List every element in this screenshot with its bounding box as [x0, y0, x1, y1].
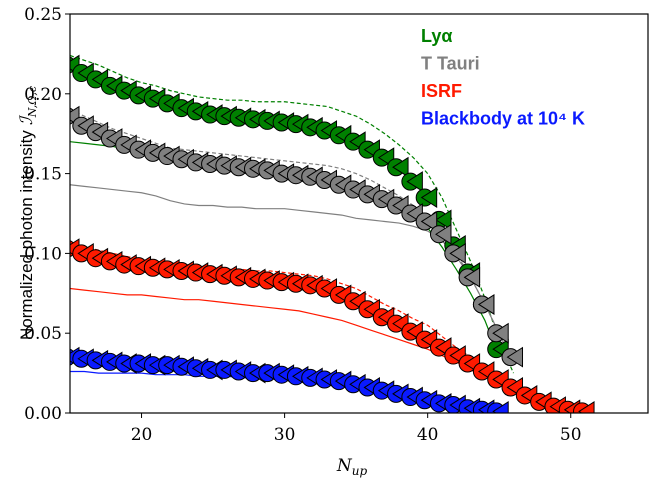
x-axis-label: Nup — [336, 456, 368, 478]
legend-entry: T Tauri — [421, 54, 480, 74]
marker-triangle — [435, 209, 452, 231]
marker — [458, 266, 481, 288]
x-tick-label: 50 — [560, 425, 582, 445]
marker — [573, 400, 595, 413]
marker-triangle — [420, 187, 438, 208]
marker — [487, 400, 509, 413]
marker — [472, 294, 495, 315]
marker-triangle — [506, 346, 524, 368]
marker-triangle — [435, 223, 452, 245]
marker — [487, 322, 509, 344]
marker-triangle — [463, 266, 481, 288]
marker — [444, 242, 466, 264]
y-tick-label: 0.15 — [24, 165, 62, 185]
marker — [401, 171, 423, 192]
legend-entry: Lyα — [421, 26, 452, 46]
marker — [415, 187, 438, 208]
y-label-main: Normalized photon intensity — [17, 130, 36, 340]
legend-entry: Blackbody at 10⁴ K — [421, 109, 585, 129]
x-tick-label: 30 — [274, 425, 296, 445]
plot-area — [70, 54, 595, 413]
marker-triangle — [492, 400, 509, 413]
marker-triangle — [420, 211, 438, 232]
y-tick-label: 0.20 — [24, 85, 62, 105]
marker — [72, 115, 94, 137]
legend-entry: ISRF — [421, 81, 462, 101]
marker-triangle — [492, 322, 509, 344]
x-label-main: N — [336, 456, 353, 476]
y-tick-label: 0.10 — [24, 244, 62, 264]
marker-triangle — [477, 294, 495, 315]
x-tick-label: 20 — [131, 425, 153, 445]
x-tick-label: 40 — [417, 425, 439, 445]
dashed-line — [70, 54, 515, 374]
marker — [100, 128, 123, 149]
marker — [415, 211, 438, 232]
marker — [387, 156, 409, 178]
y-label-symbol: ℐ — [17, 114, 37, 125]
marker-triangle — [406, 171, 423, 192]
marker — [100, 351, 123, 373]
y-tick-label: 0.00 — [24, 404, 62, 424]
axes-frame — [69, 13, 649, 414]
y-tick-label: 0.25 — [24, 5, 62, 25]
marker-triangle — [449, 242, 466, 264]
y-label-sub: N,Ω,ϵ — [26, 86, 39, 118]
x-label-sub: up — [352, 464, 368, 478]
marker — [115, 134, 137, 156]
marker — [501, 346, 524, 368]
marker-triangle — [392, 156, 409, 178]
y-tick-label: 0.05 — [24, 324, 62, 344]
y-axis-label: Normalized photon intensity ℐN,Ω,ϵ — [17, 86, 39, 340]
marker — [429, 223, 452, 245]
marker-triangle — [578, 400, 595, 413]
